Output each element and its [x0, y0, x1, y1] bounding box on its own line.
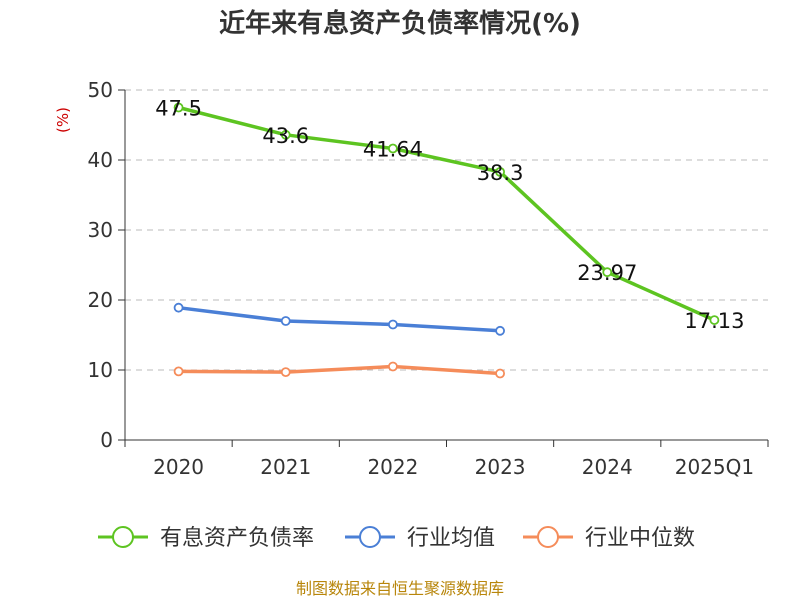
series-1: 47.5 43.6 41.64 38.3 23.97 17.13: [155, 97, 744, 334]
data-label: 23.97: [577, 261, 637, 285]
x-tick-label: 2022: [367, 455, 418, 479]
series-line: [178, 305, 501, 333]
x-tick-label: 2023: [475, 455, 526, 479]
data-point: [495, 325, 505, 336]
x-tick-label: 2025Q1: [675, 455, 754, 479]
data-point: [602, 267, 613, 278]
data-point: [388, 143, 398, 154]
x-tick-label: 2024: [582, 455, 633, 479]
legend-marker: [537, 526, 559, 548]
data-point: [495, 166, 505, 177]
series-line: [178, 364, 501, 376]
axes: 0 10 20 30 40 50 2020 2021 2022 2023 2024 2025Q1: [88, 78, 769, 479]
legend-item: 有息资产负债率: [98, 526, 314, 551]
data-label: 38.3: [477, 161, 524, 185]
series-layer: 47.5 43.6 41.64 38.3 23.97 17.13: [155, 97, 744, 379]
data-label: 41.64: [363, 138, 423, 162]
legend: 有息资产负债率 行业均值 行业中位数: [98, 526, 695, 551]
chart-title: 近年来有息资产负债率情况(%): [219, 8, 581, 39]
x-tick-label: 2021: [260, 455, 311, 479]
y-tick-label: 20: [88, 288, 113, 312]
data-point: [280, 316, 291, 326]
legend-item: 行业均值: [345, 526, 495, 551]
legend-label: 行业均值: [407, 526, 495, 551]
legend-marker: [359, 526, 381, 548]
data-point: [173, 366, 184, 377]
y-tick-label: 40: [88, 148, 113, 172]
data-point: [173, 302, 184, 313]
y-tick-label: 50: [88, 78, 113, 102]
data-point: [495, 368, 505, 379]
data-point: [388, 361, 398, 372]
y-tick-label: 0: [100, 428, 113, 452]
legend-label: 有息资产负债率: [160, 526, 314, 551]
legend-label: 行业中位数: [585, 526, 695, 551]
series-line: [178, 105, 716, 322]
data-point: [388, 319, 398, 330]
x-tick-label: 2020: [153, 455, 204, 479]
source-note: 制图数据来自恒生聚源数据库: [296, 579, 504, 598]
series-3: [173, 361, 505, 379]
data-point: [280, 367, 291, 378]
data-point: [173, 102, 184, 113]
data-label: 47.5: [155, 97, 202, 121]
y-axis-label: (%): [54, 107, 72, 133]
legend-marker: [112, 526, 134, 548]
y-tick-label: 10: [88, 358, 113, 382]
data-point: [280, 129, 291, 140]
data-label: 43.6: [262, 124, 309, 148]
series-2: [173, 302, 505, 336]
y-tick-label: 30: [88, 218, 113, 242]
legend-item: 行业中位数: [523, 526, 695, 551]
data-label: 17.13: [684, 309, 744, 333]
data-point: [709, 315, 720, 325]
